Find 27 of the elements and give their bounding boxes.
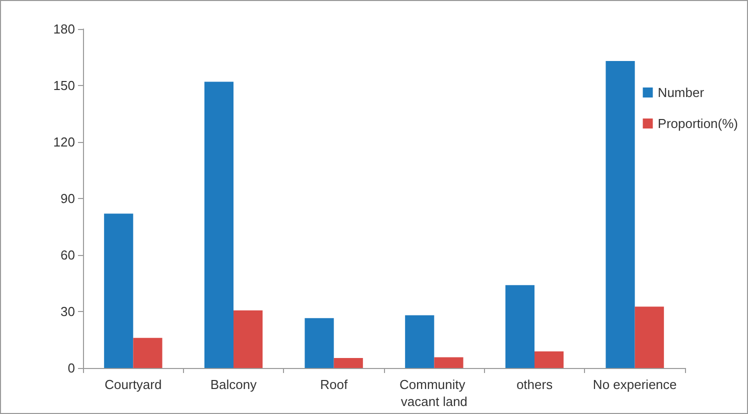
- bar: [534, 351, 564, 368]
- y-tick-label: 0: [68, 360, 75, 376]
- bar: [606, 61, 635, 368]
- x-tick-label: Balcony: [210, 377, 258, 392]
- legend-label: Number: [658, 85, 705, 100]
- bar: [133, 338, 162, 368]
- y-tick-label: 30: [60, 304, 75, 319]
- legend-label: Proportion(%): [658, 116, 738, 131]
- y-tick-label: 90: [60, 191, 75, 206]
- x-tick-label: Roof: [320, 377, 348, 392]
- y-tick-label: 150: [53, 78, 75, 93]
- y-tick-label: 180: [53, 22, 75, 36]
- y-tick-label: 120: [53, 134, 75, 150]
- x-tick-label: others: [516, 377, 554, 392]
- bar: [505, 285, 534, 368]
- bar: [634, 306, 664, 368]
- bar: [334, 358, 363, 368]
- bar: [104, 214, 134, 368]
- x-tick-label: Community vacant land: [399, 377, 469, 409]
- bar: [434, 357, 464, 368]
- bar: [204, 82, 234, 368]
- bar: [405, 315, 434, 368]
- bar: [234, 310, 263, 368]
- y-tick-label: 60: [60, 248, 75, 262]
- bar: [304, 318, 334, 368]
- x-tick-label: Courtyard: [104, 377, 162, 392]
- x-tick-label: No experience: [592, 377, 677, 392]
